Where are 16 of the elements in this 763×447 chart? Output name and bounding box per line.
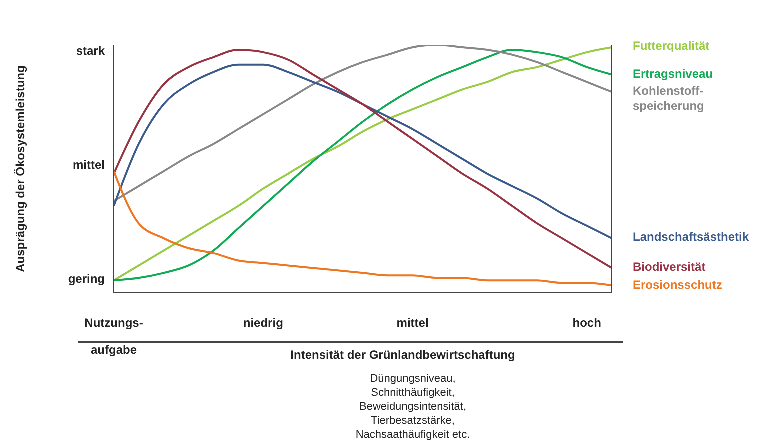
text: Düngungsniveau, Schnitthäufigkeit, Beweidungsintensität, Tierbesatzstärke, Nachsaathäufigkeit etc. <box>354 372 472 442</box>
series-label: Landschaftsästhetik <box>633 230 750 246</box>
x-tick-label: hoch <box>572 316 602 330</box>
text: mittel <box>72 158 105 172</box>
text: gering <box>68 272 105 286</box>
y-axis-title: Ausprägung der Ökosystemleistung <box>13 66 27 272</box>
x-axis-title: Intensität der Grünlandbewirtschaftung <box>290 348 516 362</box>
x-tick-label: Nutzungs- aufgabe <box>84 316 144 357</box>
x-tick-label: niedrig <box>243 316 284 330</box>
series-label: Ertragsniveau <box>633 66 714 82</box>
x-tick-label: mittel <box>396 316 429 330</box>
series-label: Biodiversität <box>633 260 706 276</box>
series-label: Kohlenstoff- speicherung <box>633 84 704 114</box>
series-label: Erosionsschutz <box>633 278 722 293</box>
text: stark <box>76 44 105 58</box>
series-label: Futterqualität <box>633 39 710 54</box>
